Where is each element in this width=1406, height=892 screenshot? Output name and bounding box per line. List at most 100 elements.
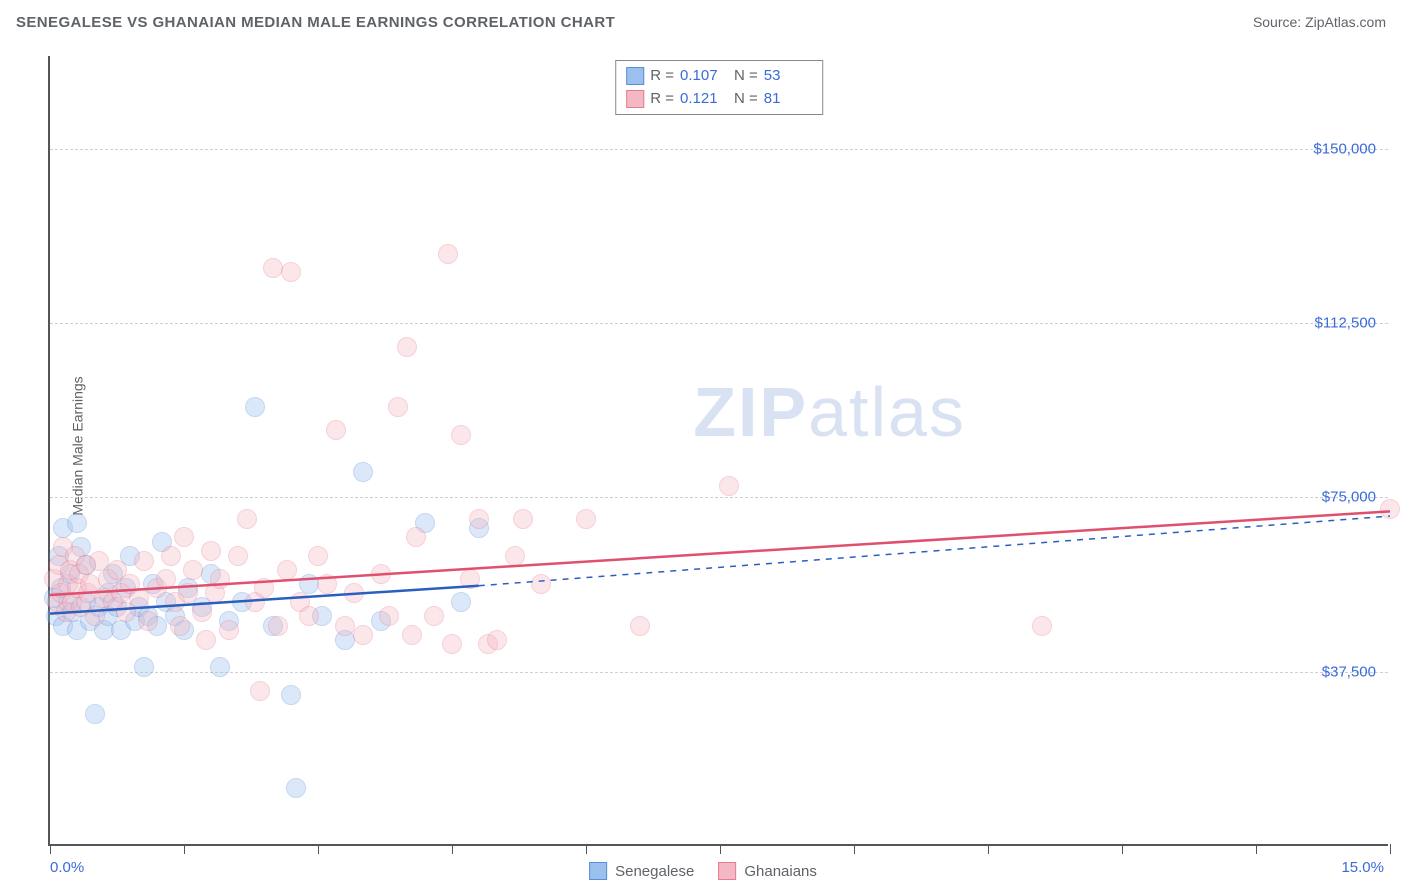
trend-line-extrapolation (479, 516, 1390, 586)
data-point-ghanaians (268, 616, 288, 636)
data-point-ghanaians (250, 681, 270, 701)
stat-r-label: R = (650, 88, 674, 111)
legend-item-senegalese: Senegalese (589, 862, 694, 880)
data-point-ghanaians (1380, 499, 1400, 519)
data-point-ghanaians (237, 509, 257, 529)
y-tick-label: $75,000 (1322, 489, 1376, 506)
x-tick (184, 844, 185, 854)
data-point-ghanaians (183, 560, 203, 580)
x-tick (720, 844, 721, 854)
data-point-ghanaians (513, 509, 533, 529)
data-point-ghanaians (281, 262, 301, 282)
data-point-ghanaians (161, 546, 181, 566)
legend-label-1: Ghanaians (744, 863, 817, 880)
stats-legend-box: R = 0.107 N = 53 R = 0.121 N = 81 (615, 60, 823, 115)
x-tick (854, 844, 855, 854)
data-point-ghanaians (317, 574, 337, 594)
watermark-bold: ZIP (693, 373, 808, 451)
data-point-ghanaians (719, 476, 739, 496)
grid-line (50, 497, 1388, 498)
data-point-ghanaians (192, 602, 212, 622)
data-point-senegalese (245, 397, 265, 417)
stats-row-0: R = 0.107 N = 53 (626, 65, 812, 88)
data-point-senegalese (210, 657, 230, 677)
data-point-ghanaians (210, 569, 230, 589)
swatch-ghanaians (626, 90, 644, 108)
data-point-ghanaians (531, 574, 551, 594)
data-point-ghanaians (397, 337, 417, 357)
trend-lines (50, 56, 1390, 846)
data-point-senegalese (286, 778, 306, 798)
data-point-ghanaians (308, 546, 328, 566)
swatch-senegalese (589, 862, 607, 880)
y-tick-label: $150,000 (1313, 140, 1376, 157)
data-point-ghanaians (85, 606, 105, 626)
stats-row-1: R = 0.121 N = 81 (626, 88, 812, 111)
data-point-ghanaians (451, 425, 471, 445)
data-point-ghanaians (174, 527, 194, 547)
data-point-ghanaians (156, 569, 176, 589)
plot-area: ZIPatlas R = 0.107 N = 53 R = 0.121 N = … (48, 56, 1388, 846)
x-tick (1390, 844, 1391, 854)
data-point-ghanaians (630, 616, 650, 636)
data-point-ghanaians (254, 578, 274, 598)
data-point-ghanaians (460, 569, 480, 589)
data-point-senegalese (281, 685, 301, 705)
x-tick (50, 844, 51, 854)
data-point-ghanaians (196, 630, 216, 650)
data-point-ghanaians (469, 509, 489, 529)
grid-line (50, 149, 1388, 150)
data-point-senegalese (85, 704, 105, 724)
data-point-ghanaians (228, 546, 248, 566)
stat-r-value-0: 0.107 (680, 65, 728, 88)
chart-title: SENEGALESE VS GHANAIAN MEDIAN MALE EARNI… (16, 14, 615, 31)
watermark-rest: atlas (808, 373, 966, 451)
grid-line (50, 323, 1388, 324)
data-point-ghanaians (438, 244, 458, 264)
data-point-senegalese (353, 462, 373, 482)
data-point-ghanaians (129, 588, 149, 608)
data-point-ghanaians (178, 583, 198, 603)
data-point-ghanaians (371, 564, 391, 584)
y-tick-label: $37,500 (1322, 663, 1376, 680)
data-point-ghanaians (263, 258, 283, 278)
legend-label-0: Senegalese (615, 863, 694, 880)
x-tick (1122, 844, 1123, 854)
data-point-ghanaians (424, 606, 444, 626)
data-point-senegalese (451, 592, 471, 612)
data-point-ghanaians (402, 625, 422, 645)
data-point-ghanaians (138, 611, 158, 631)
stat-r-value-1: 0.121 (680, 88, 728, 111)
data-point-ghanaians (170, 616, 190, 636)
stat-n-label: N = (734, 65, 758, 88)
x-tick-label-min: 0.0% (50, 859, 84, 876)
data-point-ghanaians (379, 606, 399, 626)
data-point-ghanaians (487, 630, 507, 650)
data-point-ghanaians (299, 606, 319, 626)
x-tick (452, 844, 453, 854)
stat-n-label: N = (734, 88, 758, 111)
data-point-ghanaians (344, 583, 364, 603)
data-point-ghanaians (576, 509, 596, 529)
stat-n-value-1: 81 (764, 88, 812, 111)
bottom-legend: Senegalese Ghanaians (589, 862, 817, 880)
data-point-ghanaians (326, 420, 346, 440)
source-label: Source: ZipAtlas.com (1253, 14, 1386, 30)
x-tick (318, 844, 319, 854)
data-point-ghanaians (134, 551, 154, 571)
data-point-ghanaians (219, 620, 239, 640)
stat-r-label: R = (650, 65, 674, 88)
data-point-ghanaians (1032, 616, 1052, 636)
data-point-senegalese (67, 513, 87, 533)
grid-line (50, 672, 1388, 673)
data-point-senegalese (134, 657, 154, 677)
x-tick-label-max: 15.0% (1341, 859, 1384, 876)
swatch-ghanaians (718, 862, 736, 880)
x-tick (1256, 844, 1257, 854)
data-point-ghanaians (442, 634, 462, 654)
x-tick (586, 844, 587, 854)
data-point-ghanaians (201, 541, 221, 561)
swatch-senegalese (626, 67, 644, 85)
chart-container: SENEGALESE VS GHANAIAN MEDIAN MALE EARNI… (0, 0, 1406, 892)
watermark: ZIPatlas (693, 372, 966, 452)
